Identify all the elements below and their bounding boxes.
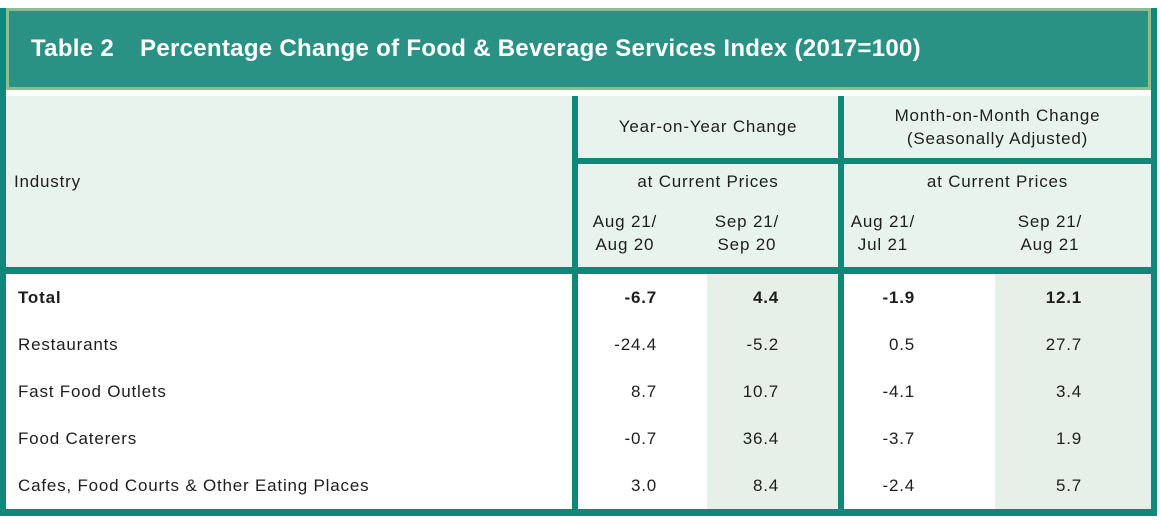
period-line2: Aug 21 xyxy=(1020,234,1080,254)
period-line2: Jul 21 xyxy=(857,234,908,254)
value-cell: -1.9 xyxy=(838,274,995,321)
table-header: Industry Year-on-Year Change Month-on-Mo… xyxy=(6,96,1151,274)
value-cell: 0.5 xyxy=(838,321,995,368)
row-label: Restaurants xyxy=(6,321,578,368)
value-cell: -6.7 xyxy=(578,274,707,321)
value-cell: 12.1 xyxy=(995,274,1151,321)
value-cell: 10.7 xyxy=(707,368,838,415)
value-cell: 3.4 xyxy=(995,368,1151,415)
value-cell: 36.4 xyxy=(707,415,838,462)
row-label: Cafes, Food Courts & Other Eating Places xyxy=(6,462,578,509)
value-cell: -0.7 xyxy=(578,415,707,462)
value-cell: 27.7 xyxy=(995,321,1151,368)
table-row-fast-food-outlets: Fast Food Outlets 8.7 10.7 -4.1 3.4 xyxy=(6,368,1151,415)
value-cell: -5.2 xyxy=(707,321,838,368)
yoy-section-title: Year-on-Year Change xyxy=(618,117,798,137)
period-line2: Sep 20 xyxy=(717,234,777,254)
period-line1: Sep 21/ xyxy=(714,211,779,231)
row-label: Food Caterers xyxy=(6,415,578,462)
industry-column-header: Industry xyxy=(6,96,578,274)
table-row-cafes-food-courts: Cafes, Food Courts & Other Eating Places… xyxy=(6,462,1151,509)
value-cell: 3.0 xyxy=(578,462,707,509)
value-cell: 8.4 xyxy=(707,462,838,509)
period-header-sep21-aug21: Sep 21/ Aug 21 xyxy=(995,200,1151,274)
period-line2: Aug 20 xyxy=(595,234,655,254)
period-line1: Aug 21/ xyxy=(850,211,915,231)
period-header-aug21-jul21: Aug 21/ Jul 21 xyxy=(838,200,995,274)
title-banner: Table 2 Percentage Change of Food & Beve… xyxy=(6,8,1151,90)
table-row-total: Total -6.7 4.4 -1.9 12.1 xyxy=(6,274,1151,321)
period-text: Sep 21/ Aug 21 xyxy=(1018,211,1082,257)
row-label: Total xyxy=(6,274,578,321)
value-cell: -3.7 xyxy=(838,415,995,462)
yoy-subheader: at Current Prices xyxy=(578,164,838,200)
banner-table-gap xyxy=(6,90,1151,96)
period-text: Aug 21/ Aug 20 xyxy=(593,211,657,257)
value-cell: -2.4 xyxy=(838,462,995,509)
value-cell: 5.7 xyxy=(995,462,1151,509)
table-frame: Table 2 Percentage Change of Food & Beve… xyxy=(0,8,1157,516)
mom-section-header: Month-on-Month Change (Seasonally Adjust… xyxy=(838,96,1151,164)
mom-section-title-line2: (Seasonally Adjusted) xyxy=(906,129,1089,148)
value-cell: 1.9 xyxy=(995,415,1151,462)
value-cell: -4.1 xyxy=(838,368,995,415)
period-text: Aug 21/ Jul 21 xyxy=(851,211,915,257)
mom-subheader: at Current Prices xyxy=(838,164,1151,200)
period-header-sep21-sep20: Sep 21/ Sep 20 xyxy=(707,200,838,274)
table-row-food-caterers: Food Caterers -0.7 36.4 -3.7 1.9 xyxy=(6,415,1151,462)
table-number-label: Table 2 xyxy=(31,35,115,62)
yoy-section-header: Year-on-Year Change xyxy=(578,96,838,164)
period-text: Sep 21/ Sep 20 xyxy=(715,211,779,257)
period-header-aug21-aug20: Aug 21/ Aug 20 xyxy=(578,200,707,274)
value-cell: -24.4 xyxy=(578,321,707,368)
period-line1: Aug 21/ xyxy=(592,211,657,231)
value-cell: 8.7 xyxy=(578,368,707,415)
page-title: Percentage Change of Food & Beverage Ser… xyxy=(140,35,921,62)
mom-section-title-line1: Month-on-Month Change xyxy=(894,105,1101,125)
table-row-restaurants: Restaurants -24.4 -5.2 0.5 27.7 xyxy=(6,321,1151,368)
value-cell: 4.4 xyxy=(707,274,838,321)
period-line1: Sep 21/ xyxy=(1017,211,1082,231)
row-label: Fast Food Outlets xyxy=(6,368,578,415)
